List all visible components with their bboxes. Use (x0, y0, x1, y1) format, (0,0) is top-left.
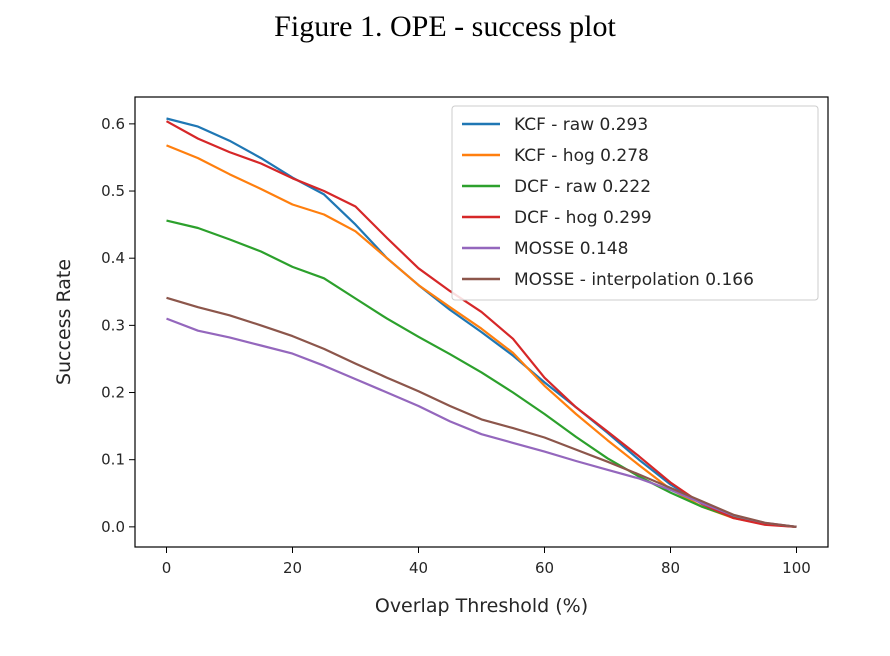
legend-box (451, 105, 819, 301)
series-line-6 (166, 296, 797, 528)
legend-entry-label: MOSSE 0.148 (514, 239, 628, 259)
series-line-3 (166, 219, 797, 528)
legend-entry-label: DCF - raw 0.222 (514, 177, 651, 197)
x-tick-label: 80 (661, 559, 680, 577)
y-tick-label: 0.3 (101, 316, 125, 334)
x-tick-label: 0 (162, 559, 172, 577)
x-tick-label: 100 (782, 559, 811, 577)
plot-area-frame (134, 96, 829, 548)
legend-entry-label: KCF - raw 0.293 (514, 115, 648, 135)
legend-entry-label: MOSSE - interpolation 0.166 (514, 270, 754, 290)
series-line-5 (166, 317, 797, 528)
x-axis-label: Overlap Threshold (%) (375, 595, 588, 617)
x-tick-label: 60 (535, 559, 554, 577)
y-tick-label: 0.1 (101, 451, 125, 469)
y-tick-label: 0.6 (101, 115, 125, 133)
y-tick-label: 0.2 (101, 384, 125, 402)
x-ticks: 0 20 40 60 80 100 (162, 547, 811, 577)
legend: KCF - raw 0.293 KCF - hog 0.278 DCF - raw … (451, 105, 819, 301)
x-tick-label: 20 (283, 559, 302, 577)
series-layer (165, 117, 797, 528)
y-tick-label: 0.4 (101, 249, 125, 267)
legend-entry-label: KCF - hog 0.278 (514, 146, 649, 166)
y-tick-label: 0.0 (101, 518, 125, 536)
figure-caption: Figure 1. OPE - success plot (274, 10, 616, 43)
x-tick-label: 40 (409, 559, 428, 577)
y-axis-label: Success Rate (53, 259, 75, 385)
y-ticks: 0.0 0.1 0.2 0.3 0.4 0.5 0.6 (101, 115, 135, 536)
legend-entry-label: DCF - hog 0.299 (514, 208, 652, 228)
y-tick-label: 0.5 (101, 182, 125, 200)
